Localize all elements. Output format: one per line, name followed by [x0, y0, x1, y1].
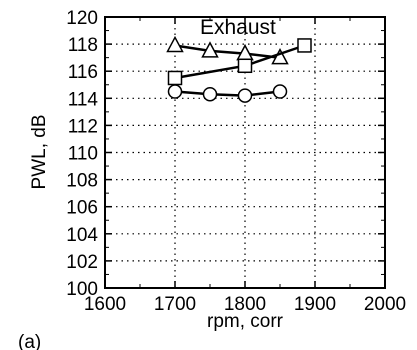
axis-ticks: 100 102 104 106 108 110 112 114 116 118 120 1600 170… [66, 8, 406, 315]
series-layer [166, 35, 312, 103]
square-marker [297, 38, 312, 53]
y-tick-label: 114 [68, 89, 99, 110]
x-tick-label: 1900 [294, 294, 336, 315]
x-tick-label: 1700 [154, 294, 196, 315]
y-tick-label: 118 [68, 35, 98, 56]
circle-marker [237, 88, 253, 103]
x-tick-label: 1800 [224, 294, 266, 315]
series-square [167, 38, 312, 86]
triangle-marker [201, 41, 219, 58]
chart-annotation: Exhaust [200, 16, 276, 39]
panel-label: (a) [18, 332, 41, 350]
series-circle [167, 84, 288, 103]
y-tick-label: 108 [66, 171, 98, 192]
y-tick-label: 104 [66, 225, 98, 246]
circle-marker [202, 86, 218, 102]
triangle-marker [271, 48, 289, 65]
y-tick-label: 112 [68, 116, 98, 137]
triangle-marker [166, 35, 184, 53]
series-line [174, 90, 281, 97]
circle-marker [167, 84, 183, 99]
series-triangle [166, 35, 289, 65]
y-axis-label: PWL, dB [29, 115, 50, 190]
y-tick-label: 106 [66, 198, 98, 219]
y-tick-label: 116 [68, 62, 98, 83]
x-axis-label: rpm, corr [207, 311, 284, 332]
circle-marker [272, 84, 288, 99]
y-tick-label: 110 [68, 144, 98, 165]
square-marker [167, 70, 183, 86]
y-tick-label: 100 [66, 279, 98, 300]
x-tick-label: 2000 [364, 294, 406, 315]
square-marker [237, 58, 253, 74]
series-line [174, 44, 281, 59]
x-tick-label: 1600 [84, 294, 126, 315]
y-tick-label: 102 [66, 252, 98, 273]
y-tick-label: 120 [66, 8, 98, 29]
